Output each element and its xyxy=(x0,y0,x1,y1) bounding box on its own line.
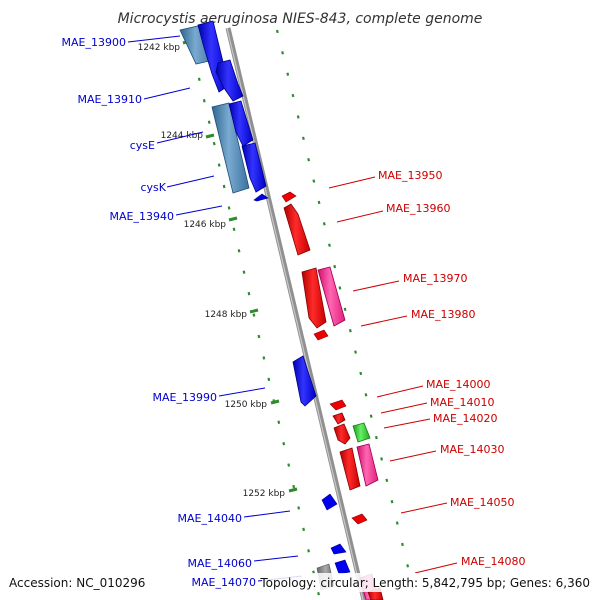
gene-label[interactable]: MAE_14080 xyxy=(461,555,525,568)
gene-reverse[interactable] xyxy=(351,513,368,525)
gene-forward[interactable] xyxy=(334,559,351,575)
gene-forward[interactable] xyxy=(330,543,347,555)
label-leader xyxy=(175,205,223,216)
gene-forward[interactable] xyxy=(215,59,244,102)
label-leader xyxy=(218,387,266,397)
scale-label: 1250 kbp xyxy=(225,400,268,410)
gene-label[interactable]: MAE_14060 xyxy=(188,557,252,570)
label-leader xyxy=(376,385,424,398)
gene-label[interactable]: MAE_14070 xyxy=(192,576,256,589)
gene-label[interactable]: MAE_14040 xyxy=(178,512,242,525)
label-leader xyxy=(414,562,458,574)
gene-reverse[interactable] xyxy=(283,203,311,256)
gene-forward[interactable] xyxy=(241,142,267,193)
label-leader xyxy=(166,175,215,188)
gene-forward[interactable] xyxy=(211,102,250,194)
label-leader xyxy=(156,131,204,144)
gene-forward[interactable] xyxy=(228,100,254,147)
scale-label: 1246 kbp xyxy=(184,220,227,230)
scale-label: 1244 kbp xyxy=(161,131,204,141)
gene-reverse[interactable] xyxy=(281,191,297,203)
gene-label[interactable]: MAE_13960 xyxy=(386,202,450,215)
gene-label[interactable]: MAE_13900 xyxy=(62,36,126,49)
gene-label[interactable]: MAE_13970 xyxy=(403,272,467,285)
map-title: Microcystis aeruginosa NIES-843, complet… xyxy=(118,11,483,27)
scale-label: 1242 kbp xyxy=(138,43,181,53)
gene-forward[interactable] xyxy=(321,493,338,511)
label-leader xyxy=(336,210,384,223)
scale-tick xyxy=(249,308,259,314)
gene-label[interactable]: MAE_14050 xyxy=(450,496,514,509)
scale-label: 1248 kbp xyxy=(205,310,248,320)
scale-tick xyxy=(270,399,280,405)
gene-label[interactable]: MAE_14010 xyxy=(430,396,494,409)
label-leader xyxy=(400,502,448,514)
footer-backdrop xyxy=(262,573,594,592)
topology-text: Topology: circular; Length: 5,842,795 bp… xyxy=(259,576,590,590)
gene-label[interactable]: cysE xyxy=(130,139,155,152)
scale-label: 1252 kbp xyxy=(243,489,286,499)
gene-reverse[interactable] xyxy=(333,423,351,445)
gene-reverse[interactable] xyxy=(332,412,346,425)
gene-forward[interactable] xyxy=(253,193,269,202)
gene-reverse[interactable] xyxy=(356,443,379,487)
label-leader xyxy=(352,280,400,292)
gene-reverse[interactable] xyxy=(301,267,327,329)
label-leader xyxy=(380,402,428,414)
genome-backbone xyxy=(225,27,367,600)
label-leader xyxy=(127,35,181,43)
gene-label[interactable]: MAE_13950 xyxy=(378,169,442,182)
gene-label[interactable]: MAE_13990 xyxy=(153,391,217,404)
gene-forward[interactable] xyxy=(292,355,317,407)
gene-other[interactable] xyxy=(352,422,371,443)
gene-label[interactable]: MAE_13940 xyxy=(110,210,174,223)
label-leader xyxy=(143,87,191,100)
gene-label[interactable]: cysK xyxy=(140,181,166,194)
scale-tick xyxy=(228,216,238,222)
scale-tick xyxy=(205,133,215,139)
genome-backbone-highlight xyxy=(226,27,364,600)
gene-reverse[interactable] xyxy=(329,399,347,411)
label-leader xyxy=(383,418,431,429)
gene-label[interactable]: MAE_13980 xyxy=(411,308,475,321)
gene-reverse[interactable] xyxy=(339,447,361,491)
label-leader xyxy=(389,450,437,462)
gene-label[interactable]: MAE_13910 xyxy=(78,93,142,106)
label-leader xyxy=(243,510,291,518)
accession-text: Accession: NC_010296 xyxy=(9,576,145,590)
label-leader xyxy=(360,315,408,327)
label-leader xyxy=(328,176,376,189)
gene-label[interactable]: MAE_14020 xyxy=(433,412,497,425)
gene-reverse[interactable] xyxy=(313,329,329,341)
scale-tick xyxy=(288,487,298,493)
gene-label[interactable]: MAE_14000 xyxy=(426,378,490,391)
label-leader xyxy=(253,555,299,562)
gene-reverse[interactable] xyxy=(317,266,346,327)
gene-label[interactable]: MAE_14030 xyxy=(440,443,504,456)
